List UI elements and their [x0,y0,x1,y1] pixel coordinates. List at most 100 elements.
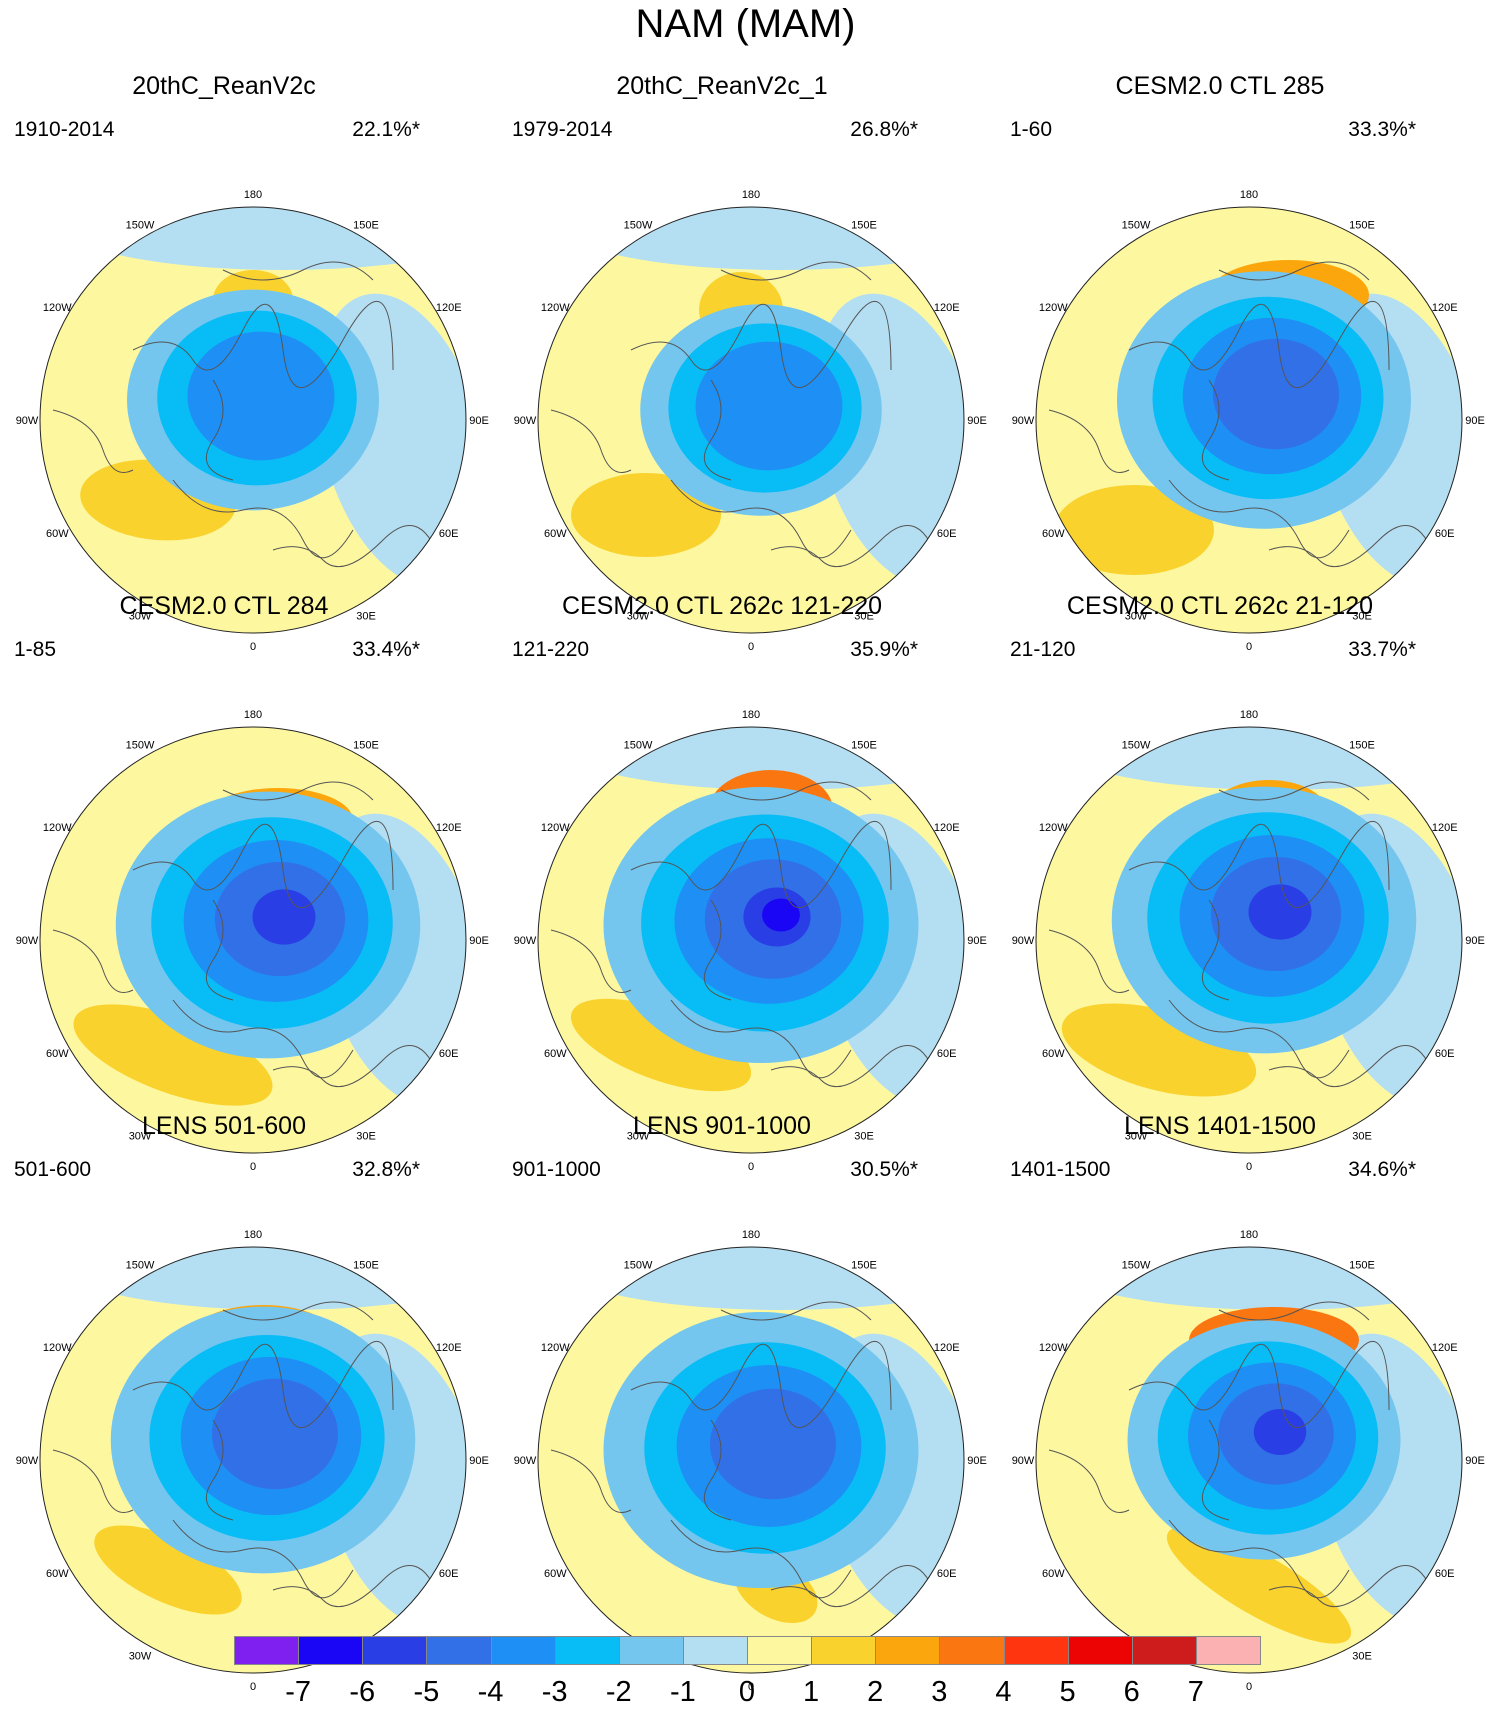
coastline [172,999,354,1079]
longitude-label: 30E [1352,1131,1372,1143]
weak-negative-region [53,1247,466,1310]
longitude-label: 90E [1465,1455,1485,1467]
positive-center [1166,1526,1352,1644]
longitude-label: 150E [353,1259,379,1271]
coastline [272,1044,444,1091]
coastline [132,821,394,908]
longitude-label: 30E [1352,1651,1372,1663]
coastline [1201,899,1230,1001]
longitude-label: 120E [436,1342,462,1354]
longitude-label: 150W [624,1259,653,1271]
coastline [720,781,872,801]
longitude-label: 0 [250,1681,256,1693]
longitude-label: 180 [742,1229,760,1241]
polar-map: 180 150E 120E 90E 60E 30E 0 30W 60W 90W 120W 150W [1012,709,1485,1173]
longitude-label: 60W [1042,1568,1065,1580]
colorbar-swatch [618,1636,684,1665]
polar-map: 180 150E 120E 90E 60E 30E 0 30W 60W 90W 120W 150W [16,709,489,1173]
weak-negative-region [53,207,466,270]
longitude-label: 180 [1240,1229,1258,1241]
longitude-label: 150E [353,219,379,231]
longitude-label: 60E [937,1048,957,1060]
longitude-label: 60W [1042,1048,1065,1060]
panel-title: 20thC_ReanV2c_1 [616,72,828,100]
colorbar-swatch [811,1636,877,1665]
panel-variance-explained: 33.3%* [1348,118,1416,141]
positive-center [570,998,752,1092]
colorbar-swatch [362,1636,428,1665]
longitude-label: 90W [16,935,39,947]
weak-negative-region [551,207,964,270]
longitude-label: 90W [514,1455,537,1467]
longitude-label: 150E [851,739,877,751]
longitude-label: 30W [1125,1131,1148,1143]
negative-center [212,1378,338,1490]
longitude-label: 120W [541,1342,570,1354]
panel-title: LENS 1401-1500 [1124,1112,1316,1140]
longitude-label: 120E [1432,302,1458,314]
longitude-label: 0 [1246,1681,1252,1693]
longitude-label: 60E [1435,1568,1455,1580]
map-boundary [39,726,467,1154]
panel-period: 21-120 [1010,638,1076,661]
longitude-label: 30E [854,611,874,623]
coastline [1218,1301,1370,1321]
coastline [720,261,872,281]
colorbar-swatch [875,1636,941,1665]
coastline [205,1419,234,1521]
longitude-label: 120W [43,302,72,314]
longitude-label: 180 [244,189,262,201]
panel-title: CESM2.0 CTL 284 [119,592,329,620]
longitude-label: 120E [436,822,462,834]
longitude-label: 120W [541,302,570,314]
longitude-label: 180 [742,189,760,201]
longitude-label: 30E [356,1131,376,1143]
coastline [630,821,892,908]
panel-title: CESM2.0 CTL 285 [1115,72,1325,100]
longitude-label: 60E [1435,1048,1455,1060]
coastline [52,409,134,473]
panel-variance-explained: 33.4%* [352,638,420,661]
longitude-label: 0 [748,1161,754,1173]
coastline [132,301,394,388]
longitude-label: 30W [129,1651,152,1663]
colorbar-tick-label: -4 [477,1676,504,1708]
colorbar-swatch [554,1636,620,1665]
longitude-label: 60E [937,1568,957,1580]
longitude-label: 0 [1246,641,1252,653]
longitude-label: 120E [436,302,462,314]
colorbar-tick-label: -2 [605,1676,632,1708]
longitude-label: 60E [937,528,957,540]
panel-title: CESM2.0 CTL 262c 121-220 [561,592,883,620]
longitude-label: 180 [1240,709,1258,721]
longitude-label: 30E [356,611,376,623]
colorbar-tick-label: 6 [1123,1676,1140,1708]
map-panel: 20thC_ReanV2c_1 1979-2014 26.8%* 180 150E 120… [498,72,987,653]
map-panel: CESM2.0 CTL 262c 121-220 121-220 35.9%* 180… [498,592,987,1173]
negative-center [1213,338,1339,450]
map-panel: 20thC_ReanV2c 1910-2014 22.1%* 180 150E 120E 9… [0,72,489,653]
longitude-label: 90W [1012,415,1035,427]
positive-center [94,1525,242,1615]
colorbar-swatch [1067,1636,1133,1665]
colorbar-tick-label: -7 [285,1676,312,1708]
longitude-label: 30W [129,1131,152,1143]
longitude-label: 90W [514,935,537,947]
coastline [205,899,234,1001]
coastline [172,479,354,559]
longitude-label: 120W [43,822,72,834]
colorbar-tick-label: -5 [413,1676,440,1708]
colorbar-tick-label: 7 [1187,1676,1204,1708]
map-panel: LENS 1401-1500 1401-1500 34.6%* 180 150E 120E… [996,1112,1485,1693]
coastline [205,379,234,481]
longitude-label: 150W [126,739,155,751]
map-boundary [537,206,965,634]
colorbar-swatch [234,1636,300,1665]
colorbar-tick-label: 0 [738,1676,756,1708]
longitude-label: 60W [46,528,69,540]
coastline [222,261,374,281]
colorbar-swatch [426,1636,492,1665]
colorbar-tick-label: 5 [1059,1676,1076,1708]
longitude-label: 120E [934,1342,960,1354]
longitude-label: 150E [851,1259,877,1271]
